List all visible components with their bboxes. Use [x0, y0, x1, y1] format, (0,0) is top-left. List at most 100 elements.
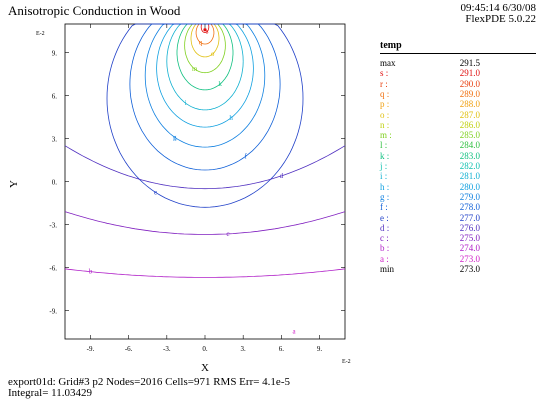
legend-row: r : 290.0	[380, 79, 500, 89]
legend-value: 291.0	[459, 68, 480, 79]
legend-title: temp	[380, 40, 402, 51]
y-tick-label: 9.	[52, 50, 58, 58]
contour-label-d: d	[280, 172, 284, 180]
legend-row: f : 278.0	[380, 202, 500, 212]
export-info: export01d: Grid#3 p2 Nodes=2016 Cells=97…	[8, 376, 290, 388]
legend-key: c :	[380, 233, 389, 244]
legend-row: s : 291.0	[380, 68, 500, 78]
legend-row: k : 283.0	[380, 151, 500, 161]
legend-key: g :	[380, 191, 390, 202]
contour-labels: sqo m k i h g f e d c b a	[89, 28, 297, 336]
legend-value: 274.0	[459, 243, 480, 254]
legend-row: min 273.0	[380, 264, 500, 274]
legend-key: f :	[380, 202, 388, 213]
legend-value: 291.5	[459, 58, 480, 68]
plot-area: sqo m k i h g f e d c b a -9. -6. -3. 0. 3. 6. 9. 9. 6. 3. 0.…	[49, 23, 346, 353]
legend-value: 290.0	[459, 78, 480, 89]
y-tick-label: -6.	[49, 264, 57, 272]
x-tick-label: 3.	[241, 345, 247, 353]
legend-row: e : 277.0	[380, 213, 500, 223]
contour-label-s: s	[206, 28, 209, 36]
status-footer: export01d: Grid#3 p2 Nodes=2016 Cells=97…	[8, 377, 290, 399]
legend-row: d : 276.0	[380, 223, 500, 233]
contour-g	[144, 23, 266, 148]
contour-i	[166, 23, 244, 111]
legend-key: e :	[380, 212, 389, 223]
legend-row: q : 289.0	[380, 89, 500, 99]
max-point-marker	[203, 28, 207, 32]
legend-row: i : 281.0	[380, 171, 500, 181]
legend-key: m :	[380, 130, 392, 141]
legend-value: 276.0	[459, 222, 480, 233]
legend-key: max	[380, 58, 396, 68]
y-tick-label: 6.	[52, 93, 58, 101]
timestamp-block: 09:45:14 6/30/08 FlexPDE 5.0.22	[461, 3, 536, 25]
contour-label-i: i	[185, 99, 187, 107]
legend-value: 275.0	[459, 233, 480, 244]
legend-key: b :	[380, 243, 390, 254]
legend-key: s :	[380, 68, 389, 79]
legend-value: 280.0	[459, 181, 480, 192]
legend-value: 281.0	[459, 171, 480, 182]
contour-label-g: g	[173, 133, 177, 141]
legend-row: n : 286.0	[380, 120, 500, 130]
legend-row: a : 273.0	[380, 254, 500, 264]
legend-value: 283.0	[459, 150, 480, 161]
legend-key: n :	[380, 119, 390, 130]
legend-value: 277.0	[459, 212, 480, 223]
legend-row: j : 282.0	[380, 161, 500, 171]
plot-frame	[64, 23, 346, 340]
legend-key: l :	[380, 140, 388, 151]
x-tick-label: 0.	[202, 345, 208, 353]
contour-label-a: a	[293, 327, 297, 335]
legend-row: c : 275.0	[380, 233, 500, 243]
x-tick-label: -6.	[125, 345, 133, 353]
contour-label-q: q	[199, 38, 203, 46]
legend-value: 286.0	[459, 119, 480, 130]
y-tick-label: 0.	[52, 179, 58, 187]
axis-ticks: -9. -6. -3. 0. 3. 6. 9. 9. 6. 3. 0. -3. -6. -9.	[49, 24, 345, 353]
legend-row: o : 287.0	[380, 110, 500, 120]
legend-row: p : 288.0	[380, 99, 500, 109]
y-tick-label: -9.	[49, 307, 57, 315]
contour-e	[106, 23, 304, 208]
legend-key: p :	[380, 99, 390, 110]
contour-label-b: b	[89, 268, 93, 276]
legend-row: g : 279.0	[380, 192, 500, 202]
x-tick-label: 6.	[279, 345, 285, 353]
legend-row: l : 284.0	[380, 140, 500, 150]
legend-row: h : 280.0	[380, 182, 500, 192]
version-label: FlexPDE 5.0.22	[465, 13, 536, 25]
legend-row: b : 274.0	[380, 243, 500, 253]
legend-key: d :	[380, 222, 390, 233]
contour-b	[64, 268, 346, 278]
contour-label-c: c	[226, 230, 229, 238]
contour-c	[64, 211, 346, 235]
legend-key: o :	[380, 109, 390, 120]
contour-label-k: k	[218, 80, 222, 88]
legend-row: m : 285.0	[380, 130, 500, 140]
contour-f	[129, 23, 281, 171]
contour-lines	[64, 23, 346, 278]
legend-key: h :	[380, 181, 390, 192]
legend-row: max 291.5	[380, 58, 500, 68]
legend-value: 289.0	[459, 88, 480, 99]
contour-label-e: e	[154, 188, 157, 196]
contour-label-o: o	[211, 50, 215, 58]
legend-key: min	[380, 264, 395, 274]
legend-key: r :	[380, 78, 388, 89]
x-axis-label: X	[201, 362, 209, 374]
legend-value: 278.0	[459, 202, 480, 213]
legend-value: 282.0	[459, 161, 480, 171]
legend-value: 279.0	[459, 191, 480, 202]
contour-label-h: h	[229, 114, 233, 122]
x-tick-label: -9.	[87, 345, 95, 353]
chart-title: Anisotropic Conduction in Wood	[8, 3, 181, 18]
y-scale-label: E-2	[36, 31, 45, 37]
legend-key: k :	[380, 150, 390, 161]
contour-label-f: f	[244, 152, 247, 160]
y-tick-label: -3.	[49, 221, 57, 229]
legend-key: a :	[380, 253, 389, 264]
x-scale-label: E-2	[342, 359, 351, 365]
